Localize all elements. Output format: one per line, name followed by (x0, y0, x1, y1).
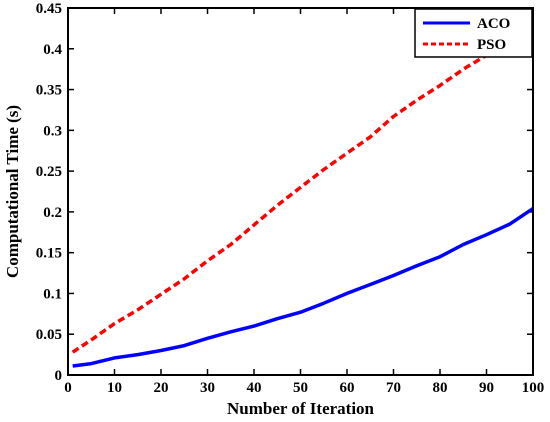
x-tick-label: 90 (479, 380, 494, 396)
y-tick-label: 0.25 (36, 164, 62, 180)
y-tick-label: 0.2 (43, 205, 62, 221)
y-tick-label: 0.35 (36, 83, 62, 99)
y-axis-label: Computational Time (s) (3, 105, 22, 278)
x-tick-label: 70 (386, 380, 401, 396)
y-tick-label: 0.45 (36, 1, 62, 17)
axis-ticks: 0 10 20 30 40 50 60 70 80 90 100 0 0.05 0.1 0.15 0.2 0.2… (36, 1, 545, 396)
x-tick-label: 20 (154, 380, 169, 396)
x-tick-label: 100 (522, 380, 545, 396)
series-lines (71, 38, 534, 368)
y-tick-label: 0.3 (43, 123, 62, 139)
y-tick-label: 0.05 (36, 327, 62, 343)
x-axis-label: Number of Iteration (227, 399, 375, 418)
series-line-aco (72, 207, 534, 368)
plot-frame (67, 7, 534, 376)
legend-label-pso: PSO (477, 37, 506, 53)
x-tick-label: 60 (340, 380, 355, 396)
x-tick-label: 50 (293, 380, 308, 396)
series-line-pso (71, 38, 511, 354)
x-tick-label: 30 (200, 380, 215, 396)
x-tick-label: 80 (433, 380, 448, 396)
legend-box (414, 8, 533, 58)
x-tick-label: 0 (64, 380, 72, 396)
y-tick-label: 0 (55, 368, 63, 384)
y-tick-label: 0.15 (36, 246, 62, 262)
y-tick-label: 0.1 (43, 286, 62, 302)
legend-label-aco: ACO (477, 16, 510, 32)
legend: ACO PSO (414, 8, 533, 58)
x-tick-label: 40 (247, 380, 262, 396)
x-tick-label: 10 (107, 380, 122, 396)
y-tick-label: 0.4 (43, 42, 62, 58)
